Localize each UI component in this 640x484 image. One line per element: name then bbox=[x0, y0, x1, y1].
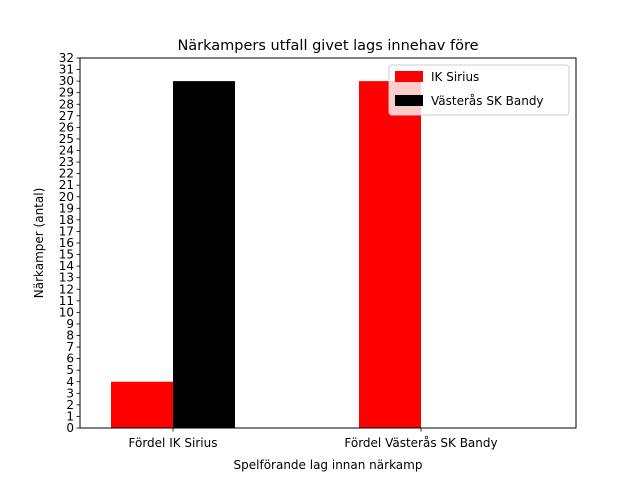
y-tick-label: 14 bbox=[59, 259, 74, 273]
y-tick-label: 18 bbox=[59, 213, 74, 227]
y-tick-label: 25 bbox=[59, 132, 74, 146]
y-tick-label: 20 bbox=[59, 190, 74, 204]
y-tick-label: 13 bbox=[59, 271, 74, 285]
y-tick-label: 1 bbox=[66, 409, 74, 423]
x-axis: Fördel IK Sirius Fördel Västerås SK Bandy bbox=[129, 428, 498, 450]
legend: IK Sirius Västerås SK Bandy bbox=[388, 64, 570, 116]
y-tick-label: 15 bbox=[59, 248, 74, 262]
y-tick-label: 19 bbox=[59, 201, 74, 215]
bar-0-0 bbox=[111, 381, 173, 428]
y-tick-label: 8 bbox=[66, 329, 74, 343]
legend-box bbox=[388, 64, 570, 116]
y-tick-label: 10 bbox=[59, 305, 74, 319]
y-axis-label: Närkamper (antal) bbox=[32, 188, 46, 299]
x-axis-label: Spelförande lag innan närkamp bbox=[234, 458, 423, 472]
y-tick-label: 31 bbox=[59, 63, 74, 77]
y-tick-label: 2 bbox=[66, 398, 74, 412]
y-tick-label: 11 bbox=[59, 294, 74, 308]
y-tick-label: 21 bbox=[59, 178, 74, 192]
y-tick-label: 32 bbox=[59, 51, 74, 65]
y-tick-label: 16 bbox=[59, 236, 74, 250]
y-tick-label: 0 bbox=[66, 421, 74, 435]
y-tick-label: 23 bbox=[59, 155, 74, 169]
y-tick-label: 3 bbox=[66, 386, 74, 400]
legend-swatch bbox=[395, 71, 423, 82]
y-tick-label: 5 bbox=[66, 363, 74, 377]
y-tick-label: 29 bbox=[59, 86, 74, 100]
y-tick-label: 27 bbox=[59, 109, 74, 123]
y-tick-label: 26 bbox=[59, 120, 74, 134]
y-tick-label: 7 bbox=[66, 340, 74, 354]
y-tick-label: 17 bbox=[59, 224, 74, 238]
y-tick-label: 4 bbox=[66, 375, 74, 389]
bar-0-1 bbox=[359, 81, 421, 428]
y-tick-label: 24 bbox=[59, 144, 74, 158]
y-tick-label: 9 bbox=[66, 317, 74, 331]
y-tick-label: 12 bbox=[59, 282, 74, 296]
x-tick-label: Fördel Västerås SK Bandy bbox=[344, 436, 497, 450]
legend-label: IK Sirius bbox=[431, 70, 479, 84]
legend-label: Västerås SK Bandy bbox=[431, 94, 544, 108]
y-tick-label: 22 bbox=[59, 167, 74, 181]
y-tick-label: 30 bbox=[59, 74, 74, 88]
y-tick-label: 28 bbox=[59, 97, 74, 111]
y-axis: 0123456789101112131415161718192021222324… bbox=[59, 51, 80, 435]
x-tick-label: Fördel IK Sirius bbox=[129, 436, 218, 450]
y-tick-label: 6 bbox=[66, 352, 74, 366]
legend-swatch bbox=[395, 95, 423, 106]
chart-title: Närkampers utfall givet lags innehav för… bbox=[177, 38, 478, 54]
bars-layer bbox=[111, 81, 421, 428]
bar-1-0 bbox=[173, 81, 235, 428]
